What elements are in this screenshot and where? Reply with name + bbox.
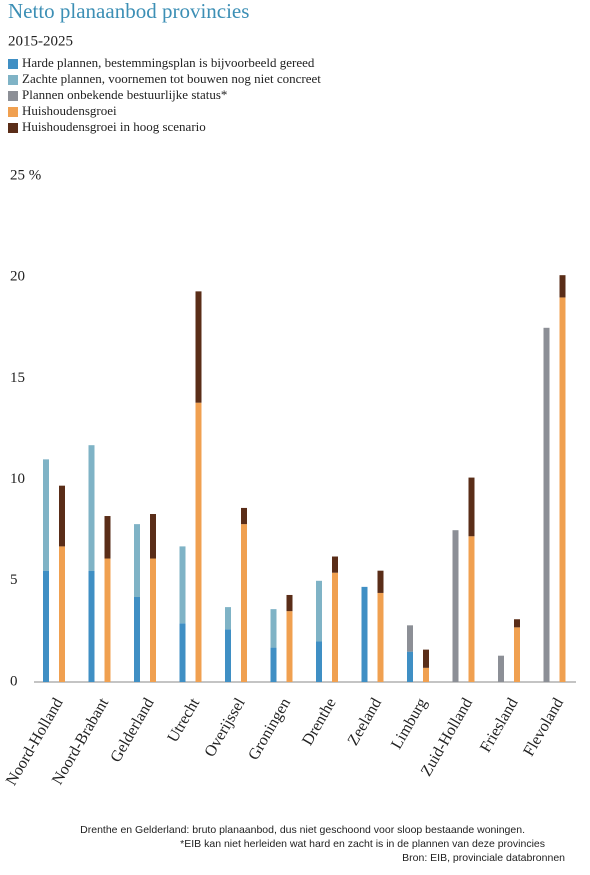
y-tick-label: 0 bbox=[10, 673, 18, 689]
bar-segment bbox=[559, 275, 566, 298]
x-tick-label: Groningen bbox=[245, 695, 294, 763]
bar-segment bbox=[88, 570, 95, 682]
bar-segment bbox=[59, 485, 65, 547]
bar-segment bbox=[179, 546, 186, 624]
bar-segment bbox=[43, 459, 49, 571]
y-tick-label: 20 bbox=[10, 269, 25, 285]
bar-segment bbox=[225, 607, 231, 630]
bar-segment bbox=[270, 609, 277, 648]
bar-segment bbox=[195, 291, 202, 403]
bar-segment bbox=[88, 445, 95, 571]
bar-segment bbox=[270, 647, 277, 682]
bar-segment bbox=[543, 327, 550, 682]
chart-title: Netto planaanbod provincies bbox=[8, 0, 249, 23]
bar-segment bbox=[286, 611, 293, 682]
bar-segment bbox=[361, 586, 368, 682]
bar-segment bbox=[134, 524, 140, 597]
bar-segment bbox=[332, 556, 338, 573]
x-tick-label: Limburg bbox=[388, 695, 431, 752]
y-tick-label: 25 % bbox=[10, 167, 41, 183]
x-tick-label: Gelderland bbox=[107, 695, 157, 765]
bar-segment bbox=[468, 477, 475, 537]
bar-segment bbox=[43, 570, 49, 682]
footnote: *EIB kan niet herleiden wat hard en zach… bbox=[180, 838, 545, 850]
bar-segment bbox=[241, 524, 247, 682]
bar-segment bbox=[59, 546, 65, 682]
legend-swatch bbox=[8, 123, 18, 133]
bar-segment bbox=[559, 297, 566, 682]
y-tick-label: 10 bbox=[10, 471, 25, 487]
legend-swatch bbox=[8, 75, 18, 85]
bar-segment bbox=[316, 580, 322, 642]
bar-segment bbox=[423, 649, 429, 668]
x-tick-label: Utrecht bbox=[164, 695, 203, 746]
bar-segment bbox=[104, 558, 111, 682]
bar-segment bbox=[134, 596, 140, 682]
footnote: Drenthe en Gelderland: bruto planaanbod,… bbox=[80, 824, 525, 836]
chart-subtitle: 2015-2025 bbox=[8, 33, 73, 49]
legend-label: Huishoudensgroei in hoog scenario bbox=[22, 119, 206, 134]
bar-segment bbox=[407, 625, 413, 652]
legend-label: Harde plannen, bestemmingsplan is bijvoo… bbox=[22, 55, 315, 70]
bar-segment bbox=[150, 514, 156, 559]
bar-segment bbox=[179, 623, 186, 682]
bar-segment bbox=[225, 629, 231, 682]
bar-segment bbox=[452, 530, 459, 682]
bar-segment bbox=[241, 507, 247, 525]
x-tick-label: Zeeland bbox=[345, 695, 385, 748]
legend-swatch bbox=[8, 59, 18, 69]
bar-segment bbox=[377, 570, 384, 593]
legend-label: Plannen onbekende bestuurlijke status* bbox=[22, 87, 227, 102]
x-tick-label: Friesland bbox=[477, 695, 521, 755]
bar-segment bbox=[195, 402, 202, 682]
bar-segment bbox=[316, 641, 322, 682]
bar-segment bbox=[498, 655, 504, 682]
y-tick-label: 15 bbox=[10, 370, 25, 386]
bar-segment bbox=[104, 516, 111, 559]
bar-segment bbox=[514, 627, 520, 682]
legend-swatch bbox=[8, 107, 18, 117]
bar-segment bbox=[377, 592, 384, 682]
bar-segment bbox=[423, 667, 429, 682]
bar-segment bbox=[514, 619, 520, 628]
bar-segment bbox=[332, 572, 338, 682]
legend-swatch bbox=[8, 91, 18, 101]
bar-segment bbox=[150, 558, 156, 682]
bar-segment bbox=[468, 536, 475, 682]
legend-label: Huishoudensgroei bbox=[22, 103, 117, 118]
y-tick-label: 5 bbox=[10, 572, 18, 588]
x-tick-label: Flevoland bbox=[520, 695, 567, 759]
bar-segment bbox=[286, 594, 293, 612]
footnote: Bron: EIB, provinciale databronnen bbox=[402, 852, 565, 864]
x-tick-label: Overijssel bbox=[201, 695, 248, 760]
x-tick-label: Drenthe bbox=[299, 695, 339, 748]
legend-label: Zachte plannen, voornemen tot bouwen nog… bbox=[22, 71, 321, 86]
bar-segment bbox=[407, 651, 413, 682]
